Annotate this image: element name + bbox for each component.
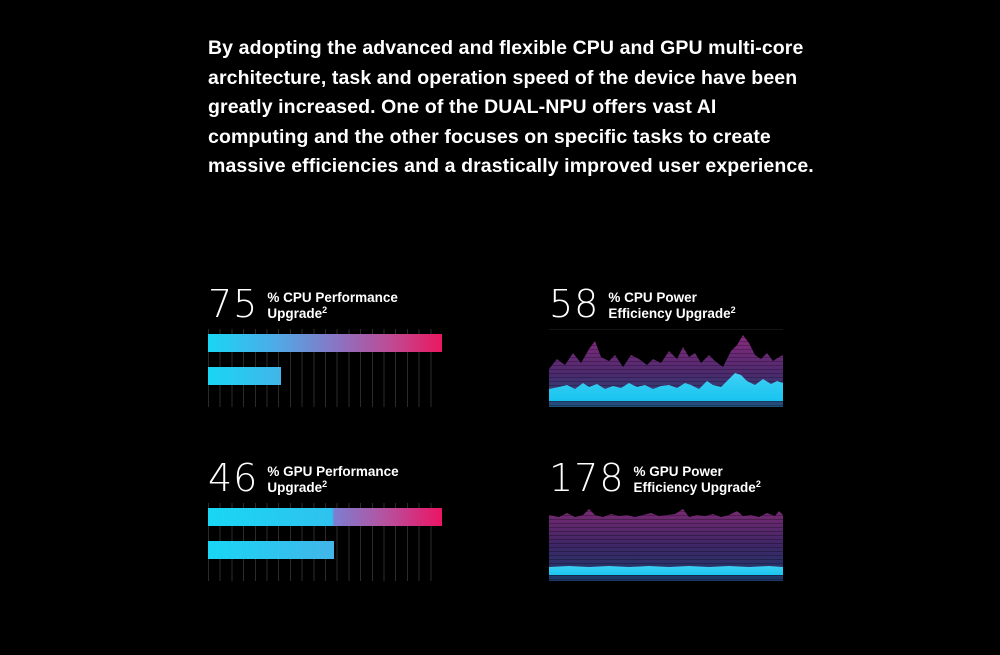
gpu-performance-caption-line1: % GPU Performance [267,464,399,479]
cpu-performance-bar-chart [208,329,442,407]
intro-paragraph: By adopting the advanced and flexible CP… [208,37,814,177]
cpu-power-caption-line2: Efficiency Upgrade [608,306,731,321]
cpu-power-caption-line1: % CPU Power [608,290,697,305]
gpu-performance-value: 46 [208,456,259,500]
gpu-new-performance-bar [208,508,442,526]
gpu-performance-caption-line2: Upgrade [267,480,323,495]
gpu-power-caption: % GPU Power Efficiency Upgrade2 [634,464,761,496]
footnote-marker: 2 [322,305,328,315]
current-consumption-area [549,373,783,401]
gpu-previous-performance-bar [208,541,335,559]
footnote-marker: 2 [755,479,761,489]
cpu-performance-stat: 75 % CPU Performance Upgrade2 [208,282,444,407]
gpu-power-stat: 178 % GPU Power Efficiency Upgrade2 [549,456,785,581]
gpu-power-caption-line1: % GPU Power [633,464,723,479]
cpu-performance-caption-line1: % CPU Performance [267,290,398,305]
gpu-power-area-chart [549,503,783,581]
footnote-marker: 2 [730,305,736,315]
cpu-new-performance-bar [208,334,442,352]
cpu-power-stat: 58 % CPU Power Efficiency Upgrade2 [549,282,785,407]
cpu-power-caption: % CPU Power Efficiency Upgrade2 [608,290,735,322]
gpu-performance-bar-chart [208,503,442,581]
gpu-performance-caption: % GPU Performance Upgrade2 [267,464,398,496]
cpu-power-area-chart [549,329,783,407]
gpu-power-value: 178 [549,456,625,500]
gpu-performance-stat: 46 % GPU Performance Upgrade2 [208,456,444,581]
cpu-power-value: 58 [549,282,600,326]
cpu-performance-caption-line2: Upgrade [267,306,323,321]
cpu-previous-performance-bar [208,367,281,385]
cpu-performance-value: 75 [208,282,259,326]
footnote-marker: 2 [322,479,328,489]
cpu-performance-caption: % CPU Performance Upgrade2 [267,290,398,322]
current-consumption-area [549,566,783,575]
gpu-power-caption-line2: Efficiency Upgrade [633,480,756,495]
